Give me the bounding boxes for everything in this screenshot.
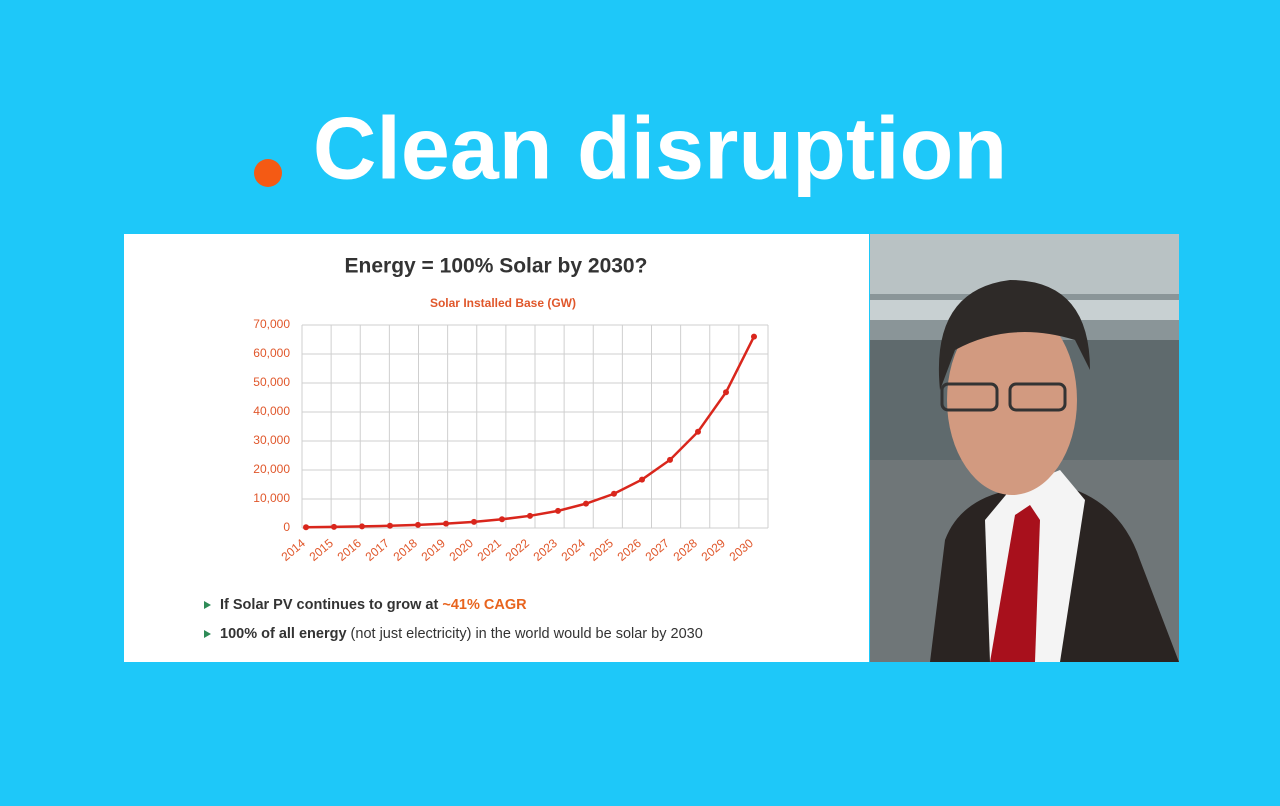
glasses [940,382,999,412]
bullet-marker [204,601,211,609]
data-point [387,522,393,529]
chart-subtitle: Solar Installed Base (GW) [430,296,576,310]
bullet-segment: ~41% CAGR [442,597,527,613]
tie [990,505,1040,662]
data-point [499,516,505,523]
photo [870,234,1179,662]
bullet-marker [204,630,211,638]
data-point [331,523,337,530]
bullet-segment: If Solar PV continues to grow at [220,597,442,613]
bullet-text: If Solar PV continues to grow at ~41% CA… [220,597,527,613]
y-tick-label: 60,000 [253,346,290,360]
chart-panel [124,234,869,662]
bullet-text: 100% of all energy (not just electricity… [220,626,703,642]
y-tick-label: 20,000 [253,462,290,476]
data-point [443,520,449,527]
data-point [667,456,673,463]
y-tick-label: 10,000 [253,491,290,505]
data-point [751,333,757,340]
bullet-segment: (not just electricity) in the world woul… [347,626,703,642]
data-point [303,524,309,531]
chart-title: Energy = 100% Solar by 2030? [345,255,648,278]
data-point [359,523,365,530]
hair [938,280,1090,390]
y-tick-label: 0 [283,520,290,534]
data-point [695,428,701,435]
data-point [611,490,617,497]
data-point [639,476,645,483]
data-point [723,389,729,396]
title-dot [254,159,282,187]
data-point [555,507,561,514]
data-point [583,500,589,507]
bullet-segment: 100% of all energy [220,626,347,642]
y-tick-label: 40,000 [253,404,290,418]
data-point [471,518,477,525]
data-point [415,521,421,528]
slide-title: Clean disruption [313,98,1007,197]
data-point [527,512,533,519]
y-tick-label: 30,000 [253,433,290,447]
y-tick-label: 50,000 [253,375,290,389]
face [947,305,1077,495]
y-tick-label: 70,000 [253,317,290,331]
glasses [1008,382,1067,412]
